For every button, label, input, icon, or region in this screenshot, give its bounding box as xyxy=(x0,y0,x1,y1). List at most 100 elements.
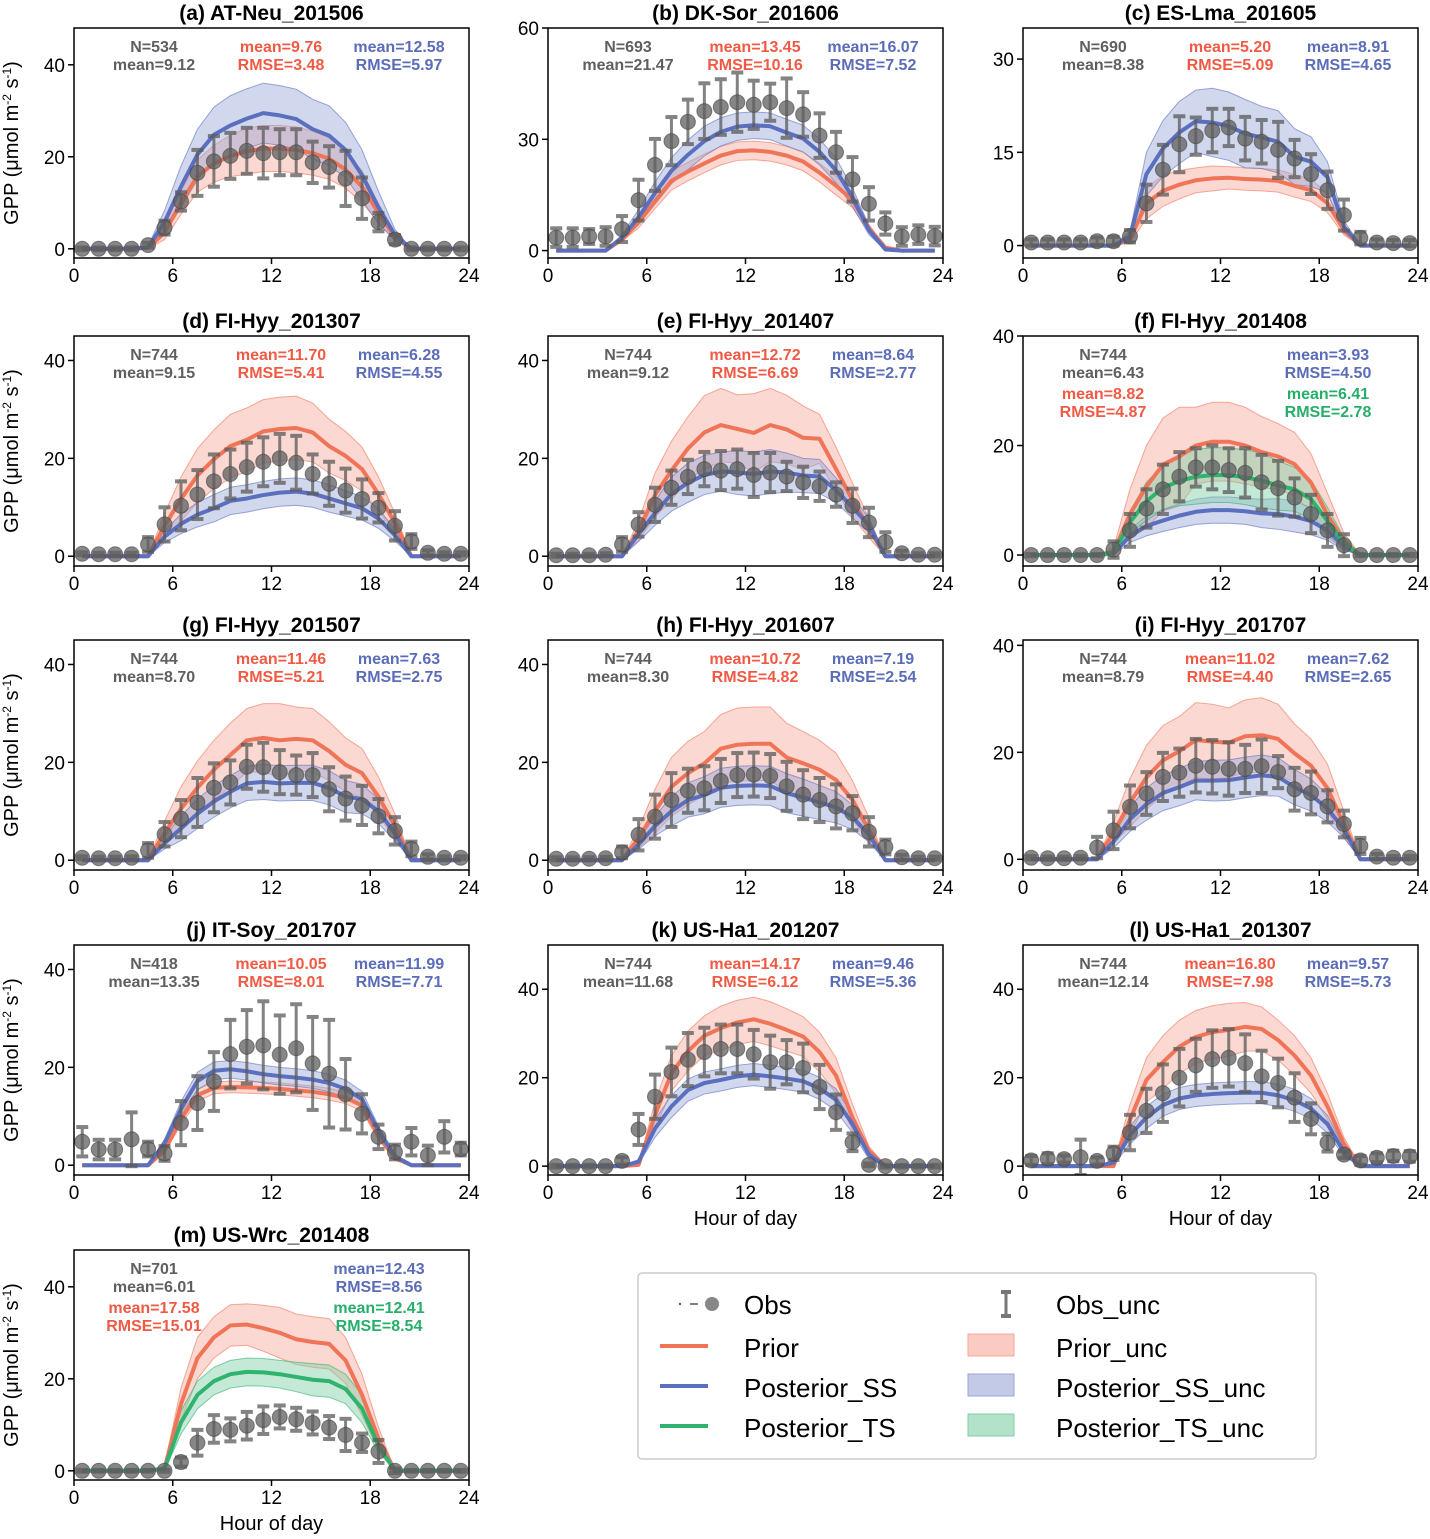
obs-point xyxy=(1286,489,1303,506)
obs-point xyxy=(795,786,812,803)
posterior-ts-mean-stat: mean=6.41 xyxy=(1287,386,1369,403)
obs-point xyxy=(860,195,877,212)
prior-rmse-stat: RMSE=4.87 xyxy=(1060,404,1147,421)
obs-point xyxy=(1401,235,1418,252)
legend-label: Prior_unc xyxy=(1056,1333,1167,1363)
prior-mean-stat: mean=11.02 xyxy=(1185,651,1275,668)
x-tick-label: 24 xyxy=(458,574,480,595)
x-tick-label: 6 xyxy=(167,1183,178,1204)
panel-m: (m) US-Wrc_201408 0 6 12 18 24 0 20 40 GPP (μmol … xyxy=(0,1224,480,1535)
y-tick-label: 15 xyxy=(993,143,1014,164)
plot-area xyxy=(74,395,469,563)
y-tick-label: 20 xyxy=(518,1069,539,1090)
obs-point xyxy=(1023,547,1040,564)
y-tick-label: 0 xyxy=(54,851,65,872)
y-axis-label-text: ) xyxy=(1,978,23,985)
x-tick-label: 12 xyxy=(261,574,282,595)
prior-rmse-stat: RMSE=5.41 xyxy=(238,365,325,382)
obs-point xyxy=(778,1054,795,1071)
panel-title: (c) ES-Lma_201605 xyxy=(1125,2,1317,25)
obs-point xyxy=(403,1133,420,1150)
x-tick-label: 18 xyxy=(834,878,855,899)
obs-point xyxy=(140,842,157,859)
y-tick-label: 20 xyxy=(44,148,65,169)
y-tick-label: 20 xyxy=(518,449,539,470)
obs-point xyxy=(205,473,222,490)
obs-point xyxy=(1154,1085,1171,1102)
obs-point xyxy=(1089,547,1106,564)
obs-point xyxy=(548,850,565,867)
x-axis-label: Hour of day xyxy=(220,1513,323,1535)
x-tick-label: 6 xyxy=(641,266,652,287)
obs-point xyxy=(679,468,696,485)
obs-point xyxy=(1401,1148,1418,1165)
prior-rmse-stat: RMSE=3.48 xyxy=(238,57,325,74)
obs-point xyxy=(304,1414,321,1431)
obs-point xyxy=(337,790,354,807)
obs-point xyxy=(630,192,647,209)
obs-point xyxy=(321,475,338,492)
obs-point xyxy=(436,849,453,866)
obs-point xyxy=(419,240,436,257)
x-tick-label: 0 xyxy=(1018,266,1029,287)
panel-title: (d) FI-Hyy_201307 xyxy=(182,310,361,333)
prior-mean-stat: mean=8.82 xyxy=(1062,386,1144,403)
obs-point xyxy=(1105,822,1122,839)
y-axis-label-text: ) xyxy=(1,673,23,680)
x-tick-label: 0 xyxy=(1018,878,1029,899)
obs-point xyxy=(271,1408,288,1425)
panel-title: (a) AT-Neu_201506 xyxy=(179,2,363,25)
x-tick-label: 12 xyxy=(735,574,756,595)
obs-point xyxy=(630,826,647,843)
obs-point xyxy=(1220,119,1237,136)
plot-area xyxy=(548,70,943,253)
y-tick-label: 20 xyxy=(518,753,539,774)
posterior-ss-mean-stat: mean=7.62 xyxy=(1307,651,1389,668)
obs-mean-stat: mean=6.43 xyxy=(1062,365,1144,382)
y-tick-label: 20 xyxy=(44,1058,65,1079)
obs-point xyxy=(123,849,140,866)
x-tick-label: 18 xyxy=(360,878,381,899)
obs-point xyxy=(696,461,713,478)
obs-point xyxy=(646,156,663,173)
obs-point xyxy=(910,226,927,243)
y-tick-label: 20 xyxy=(993,437,1014,458)
y-tick-label: 0 xyxy=(1003,850,1014,871)
obs-point xyxy=(1121,798,1138,815)
prior-rmse-stat: RMSE=6.69 xyxy=(712,365,799,382)
y-axis-label-sup: -1 xyxy=(0,985,14,996)
posterior-ss-mean-stat: mean=7.19 xyxy=(832,651,914,668)
obs-point xyxy=(1385,235,1402,252)
prior-rmse-stat: RMSE=4.40 xyxy=(1187,669,1274,686)
prior-rmse-stat: RMSE=5.21 xyxy=(238,669,325,686)
obs-point xyxy=(564,1158,581,1175)
obs-point xyxy=(354,190,371,207)
obs-point xyxy=(140,237,157,254)
x-tick-label: 18 xyxy=(1309,574,1330,595)
x-tick-label: 18 xyxy=(834,266,855,287)
obs-point xyxy=(844,497,861,514)
legend-label: Posterior_TS xyxy=(744,1413,896,1443)
panel-g: (g) FI-Hyy_201507 0 6 12 18 24 0 20 40 GPP (μmol … xyxy=(0,614,480,899)
obs-point xyxy=(1072,234,1089,251)
obs-point xyxy=(90,1141,107,1158)
panel-k: (k) US-Ha1_201207 0 6 12 18 24 0 20 40 Hour of da… xyxy=(518,919,954,1230)
prior-unc-band xyxy=(556,140,935,252)
posterior-ss-mean-stat: mean=8.91 xyxy=(1307,39,1389,56)
obs-mean-stat: mean=8.30 xyxy=(587,669,669,686)
obs-point xyxy=(597,228,614,245)
obs-point xyxy=(1121,228,1138,245)
posterior-ts-mean-stat: mean=12.41 xyxy=(333,1300,424,1317)
obs-point xyxy=(548,229,565,246)
obs-point xyxy=(1089,233,1106,250)
obs-point xyxy=(354,490,371,507)
obs-point xyxy=(189,794,206,811)
y-axis-label-text: GPP (μmol m xyxy=(1,1327,23,1447)
obs-point xyxy=(1056,234,1073,251)
posterior-ss-unc-band xyxy=(556,449,935,557)
posterior-ss-line xyxy=(556,123,935,253)
obs-point xyxy=(828,486,845,503)
obs-point xyxy=(1154,161,1171,178)
